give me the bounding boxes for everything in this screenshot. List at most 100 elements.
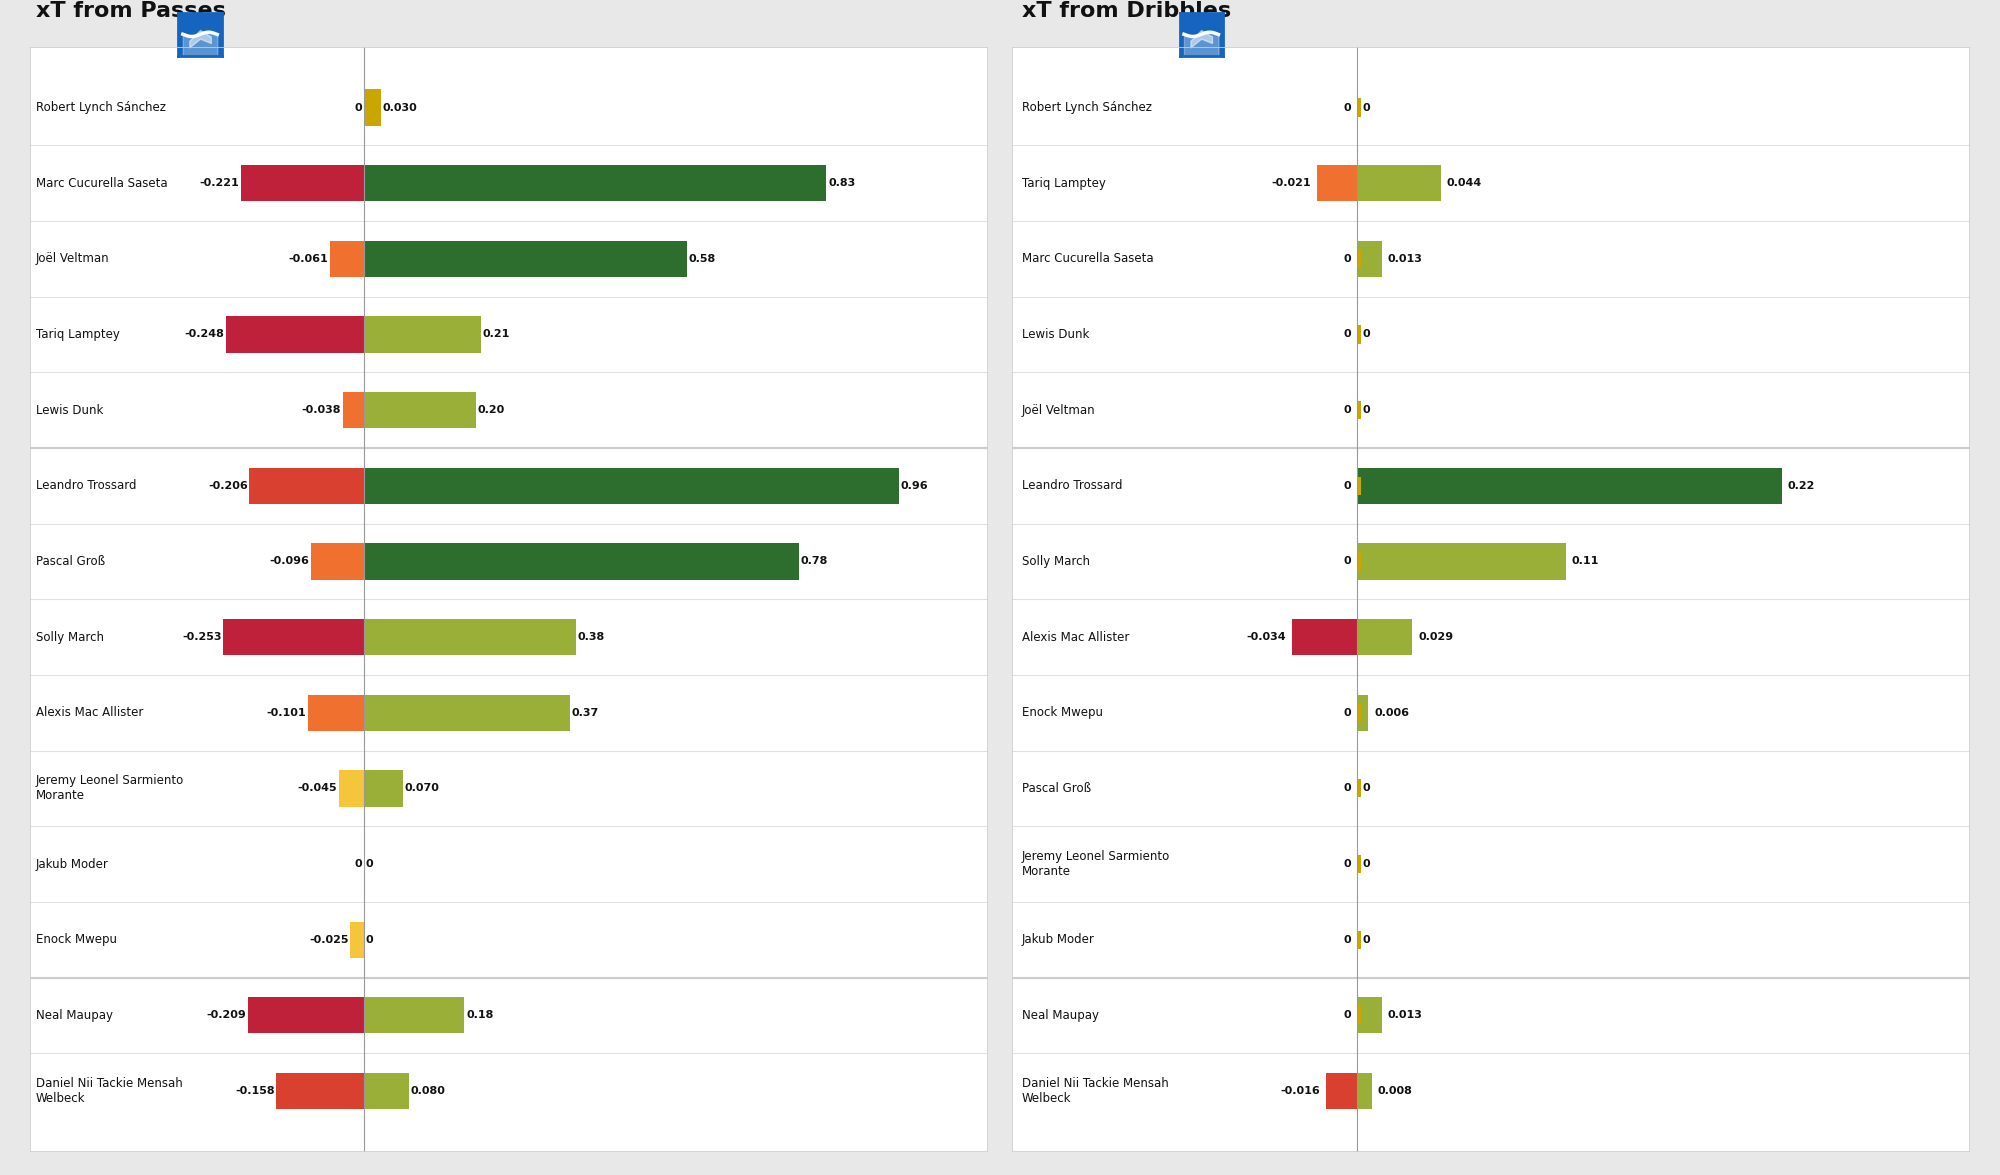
Text: Leandro Trossard: Leandro Trossard	[1022, 479, 1122, 492]
Bar	[276, 1073, 364, 1109]
Text: Solly March: Solly March	[1022, 555, 1090, 568]
Text: -0.045: -0.045	[298, 784, 338, 793]
Bar	[226, 316, 364, 352]
Text: Tariq Lamptey: Tariq Lamptey	[1022, 176, 1106, 189]
Bar	[242, 165, 364, 201]
Bar	[364, 771, 404, 806]
Text: 0.37: 0.37	[572, 707, 600, 718]
Text: Lewis Dunk: Lewis Dunk	[1022, 328, 1088, 341]
Text: 0: 0	[1344, 254, 1352, 264]
Text: 0.22: 0.22	[1788, 481, 1816, 491]
Text: 0: 0	[1344, 784, 1352, 793]
Bar	[1356, 468, 1782, 504]
Bar	[1356, 1006, 1360, 1025]
Bar	[1356, 165, 1442, 201]
Bar	[364, 543, 798, 579]
Text: Robert Lynch Sánchez: Robert Lynch Sánchez	[1022, 101, 1152, 114]
Text: Alexis Mac Allister: Alexis Mac Allister	[1022, 631, 1128, 644]
Text: 0: 0	[1344, 1010, 1352, 1020]
Bar	[224, 619, 364, 656]
Text: -0.209: -0.209	[206, 1010, 246, 1020]
Bar	[1356, 401, 1360, 419]
Bar	[364, 165, 826, 201]
Text: -0.016: -0.016	[1280, 1086, 1320, 1096]
Bar	[364, 998, 464, 1034]
Bar	[330, 241, 364, 277]
Text: 0.96: 0.96	[900, 481, 928, 491]
Bar	[1356, 250, 1360, 268]
Text: Enock Mwepu: Enock Mwepu	[1022, 706, 1102, 719]
Text: 0.008: 0.008	[1378, 1086, 1412, 1096]
Text: 0.83: 0.83	[828, 179, 856, 188]
Text: -0.061: -0.061	[288, 254, 328, 264]
Text: -0.248: -0.248	[184, 329, 224, 340]
Text: 0.013: 0.013	[1388, 254, 1422, 264]
Text: 0.070: 0.070	[404, 784, 440, 793]
Text: Joël Veltman: Joël Veltman	[36, 253, 110, 266]
Text: 0: 0	[366, 859, 374, 870]
Text: Robert Lynch Sánchez: Robert Lynch Sánchez	[36, 101, 166, 114]
Text: xT from Passes: xT from Passes	[36, 0, 226, 20]
Text: Jakub Moder: Jakub Moder	[36, 858, 108, 871]
Text: Joël Veltman: Joël Veltman	[1022, 404, 1096, 417]
Text: -0.021: -0.021	[1272, 179, 1310, 188]
Text: Solly March: Solly March	[36, 631, 104, 644]
Bar	[1356, 241, 1382, 277]
Bar	[1356, 325, 1360, 343]
Bar	[1356, 694, 1368, 731]
Text: 0: 0	[1362, 329, 1370, 340]
Bar	[364, 392, 476, 428]
Text: -0.253: -0.253	[182, 632, 222, 642]
Text: Daniel Nii Tackie Mensah
Welbeck: Daniel Nii Tackie Mensah Welbeck	[1022, 1077, 1168, 1104]
Text: -0.025: -0.025	[310, 934, 348, 945]
Bar	[1356, 619, 1412, 656]
Text: 0: 0	[354, 102, 362, 113]
Bar	[364, 241, 688, 277]
Text: -0.101: -0.101	[266, 707, 306, 718]
Text: 0: 0	[1362, 934, 1370, 945]
Bar	[1356, 779, 1360, 798]
Text: 0: 0	[1344, 707, 1352, 718]
Text: Marc Cucurella Saseta: Marc Cucurella Saseta	[36, 176, 168, 189]
Bar	[364, 89, 380, 126]
Text: 0: 0	[1344, 329, 1352, 340]
Text: 0.18: 0.18	[466, 1010, 494, 1020]
Text: Jeremy Leonel Sarmiento
Morante: Jeremy Leonel Sarmiento Morante	[36, 774, 184, 803]
Text: 0.21: 0.21	[482, 329, 510, 340]
Text: 0.78: 0.78	[800, 557, 828, 566]
Bar	[364, 468, 898, 504]
Text: Leandro Trossard: Leandro Trossard	[36, 479, 136, 492]
Bar	[1356, 855, 1360, 873]
Text: 0: 0	[1344, 481, 1352, 491]
Text: 0.11: 0.11	[1572, 557, 1598, 566]
Text: xT from Dribbles: xT from Dribbles	[1022, 0, 1230, 20]
Text: 0.38: 0.38	[578, 632, 604, 642]
Bar	[350, 921, 364, 958]
Text: Jakub Moder: Jakub Moder	[1022, 933, 1094, 946]
Text: 0.58: 0.58	[688, 254, 716, 264]
Text: 0: 0	[1344, 102, 1352, 113]
Text: Jeremy Leonel Sarmiento
Morante: Jeremy Leonel Sarmiento Morante	[1022, 850, 1170, 878]
Text: Tariq Lamptey: Tariq Lamptey	[36, 328, 120, 341]
Bar	[310, 543, 364, 579]
Bar	[1356, 552, 1360, 571]
Text: -0.221: -0.221	[200, 179, 240, 188]
Bar	[1292, 619, 1356, 656]
Text: -0.158: -0.158	[234, 1086, 274, 1096]
Text: Alexis Mac Allister: Alexis Mac Allister	[36, 706, 142, 719]
Text: -0.034: -0.034	[1246, 632, 1286, 642]
Text: 0: 0	[1344, 557, 1352, 566]
Text: 0.080: 0.080	[410, 1086, 446, 1096]
Text: 0.20: 0.20	[478, 405, 504, 415]
Text: 0: 0	[1362, 784, 1370, 793]
Bar	[1356, 704, 1360, 721]
Text: 0: 0	[354, 859, 362, 870]
Text: Marc Cucurella Saseta: Marc Cucurella Saseta	[1022, 253, 1154, 266]
Text: Neal Maupay: Neal Maupay	[36, 1009, 112, 1022]
Bar	[250, 468, 364, 504]
Text: 0.044: 0.044	[1446, 179, 1482, 188]
Bar	[364, 619, 576, 656]
Bar	[1316, 165, 1356, 201]
Bar	[308, 694, 364, 731]
Text: -0.038: -0.038	[302, 405, 342, 415]
